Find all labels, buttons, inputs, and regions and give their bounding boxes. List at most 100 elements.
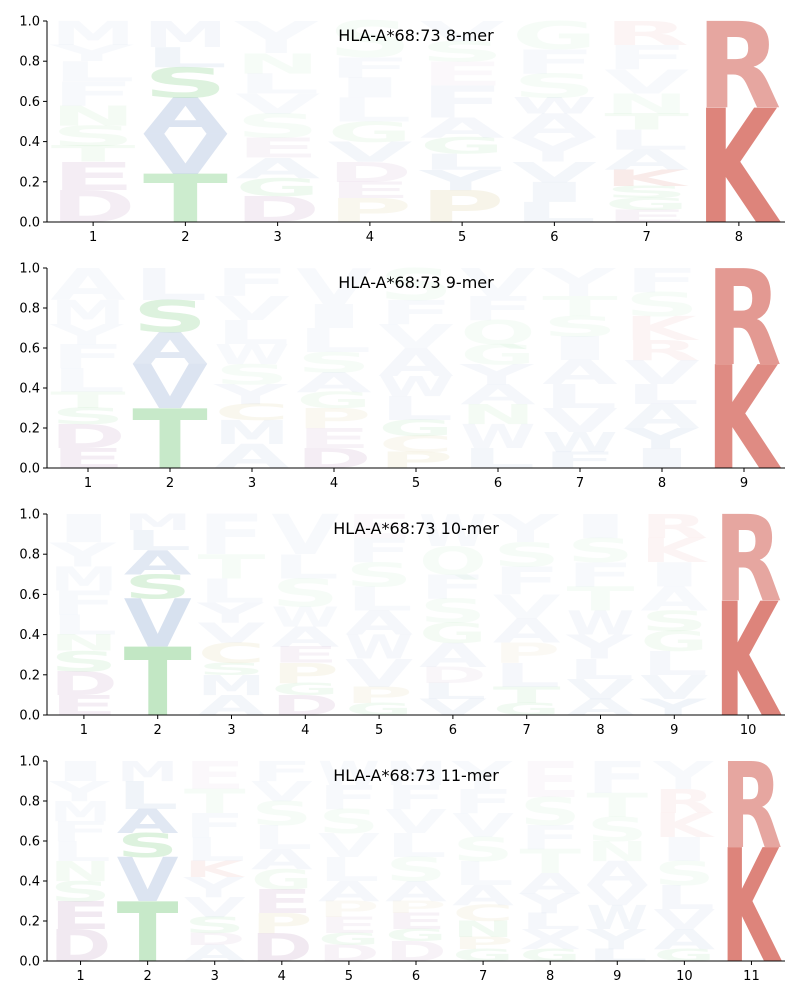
logo-letter-f: F bbox=[251, 756, 313, 788]
x-tick-label: 1 bbox=[80, 723, 88, 738]
y-tick-label: 0.6 bbox=[19, 835, 40, 850]
x-tick-label: 2 bbox=[143, 969, 151, 984]
logo-letter-d: D bbox=[50, 418, 125, 456]
logo-letter-k: K bbox=[706, 337, 781, 503]
logo-panel-2: EDSTLFYMATVASLAMCYSWLVFDEPGASLIVPCGLWAVF… bbox=[19, 243, 785, 503]
logo-letter-y: Y bbox=[196, 597, 265, 629]
x-tick-label: 3 bbox=[227, 723, 235, 738]
x-tick-label: 2 bbox=[166, 476, 174, 491]
logo-letter-f: F bbox=[50, 584, 118, 622]
logo-letter-q: Q bbox=[419, 539, 487, 584]
logo-letter-l: L bbox=[51, 56, 136, 88]
y-tick-label: 0.8 bbox=[19, 795, 40, 810]
logo-letter-m: M bbox=[124, 510, 192, 536]
logo-letter-a: A bbox=[345, 604, 413, 643]
logo-letter-g: G bbox=[296, 388, 371, 414]
logo-letter-f: F bbox=[493, 559, 561, 604]
logo-letter-l: L bbox=[604, 124, 689, 156]
x-tick-label: 6 bbox=[449, 723, 457, 738]
logo-letter-w: W bbox=[419, 505, 487, 557]
logo-letter-l: L bbox=[378, 390, 453, 428]
logo-letter-v: V bbox=[124, 586, 192, 663]
logo-letter-a: A bbox=[419, 636, 487, 675]
logo-letter-l: L bbox=[519, 909, 581, 935]
x-tick-label: 1 bbox=[84, 476, 92, 491]
x-tick-label: 7 bbox=[642, 230, 650, 245]
logo-letter-i: I bbox=[50, 507, 118, 552]
logo-letter-p: P bbox=[251, 908, 313, 940]
logo-letter-n: N bbox=[604, 88, 689, 120]
logo-letter-g: G bbox=[452, 946, 514, 965]
logo-letter-v: V bbox=[542, 402, 617, 440]
logo-letter-s: S bbox=[132, 291, 207, 342]
x-tick-label: 4 bbox=[366, 230, 374, 245]
x-tick-label: 9 bbox=[670, 723, 678, 738]
x-tick-label: 4 bbox=[301, 723, 309, 738]
logo-letter-a: A bbox=[117, 803, 179, 841]
logo-letter-l: L bbox=[214, 314, 289, 352]
logo-letter-a: A bbox=[542, 354, 617, 392]
logo-letter-s: S bbox=[318, 803, 380, 841]
logo-letter-a: A bbox=[640, 580, 708, 619]
x-tick-label: 10 bbox=[740, 723, 757, 738]
logo-letter-d: D bbox=[184, 930, 246, 949]
logo-letter-w: W bbox=[460, 417, 535, 456]
logo-letter-v: V bbox=[604, 63, 689, 101]
logo-letter-v: V bbox=[214, 290, 289, 328]
logo-letter-s: S bbox=[640, 606, 708, 638]
logo-letter-s: S bbox=[420, 36, 505, 68]
logo-letter-w: W bbox=[378, 371, 453, 403]
logo-letter-f: F bbox=[452, 783, 514, 821]
logo-letter-v: V bbox=[654, 904, 716, 936]
logo-letter-t: T bbox=[198, 548, 266, 586]
logo-panel-1: DETSNFLYMTVASLMDGAESVLNYPEDVGLIFSPYLGAFE… bbox=[19, 0, 785, 260]
logo-letter-y: Y bbox=[183, 872, 246, 904]
logo-letter-s: S bbox=[143, 59, 228, 107]
logo-letter-a: A bbox=[586, 855, 648, 893]
logo-letter-m: M bbox=[50, 560, 118, 599]
logo-letter-c: C bbox=[452, 901, 514, 926]
logo-letter-m: M bbox=[385, 755, 447, 793]
logo-letter-w: W bbox=[586, 898, 648, 937]
logo-letter-a: A bbox=[318, 876, 380, 908]
logo-letter-i: I bbox=[50, 756, 112, 788]
logo-letter-s: S bbox=[198, 659, 266, 678]
logo-column-10: KR bbox=[714, 490, 782, 752]
chart-title: HLA-A*68:73 8-mer bbox=[338, 26, 494, 45]
y-tick-label: 0.6 bbox=[19, 95, 40, 110]
logo-letter-n: N bbox=[50, 856, 112, 888]
x-tick-label: 6 bbox=[550, 230, 558, 245]
logo-letter-l: L bbox=[50, 362, 125, 400]
logo-letter-s: S bbox=[378, 259, 453, 310]
logo-letter-w: W bbox=[567, 604, 635, 643]
logo-letter-s: S bbox=[184, 913, 246, 939]
logo-letter-f: F bbox=[567, 556, 635, 594]
x-tick-label: 3 bbox=[273, 230, 281, 245]
y-tick-label: 1.0 bbox=[19, 15, 40, 30]
logo-letter-a: A bbox=[385, 876, 447, 908]
logo-letter-c: C bbox=[198, 638, 266, 670]
logo-letter-g: G bbox=[327, 116, 412, 148]
logo-letter-g: G bbox=[345, 700, 413, 719]
x-tick-label: 1 bbox=[89, 230, 97, 245]
logo-letter-f: F bbox=[385, 779, 447, 817]
x-tick-label: 7 bbox=[523, 723, 531, 738]
logo-letter-t: T bbox=[124, 628, 192, 737]
logo-letter-r: R bbox=[654, 783, 716, 821]
logo-letter-e: E bbox=[51, 154, 136, 199]
logo-letter-s: S bbox=[327, 12, 412, 70]
logo-letter-v: V bbox=[117, 845, 179, 916]
logo-letter-w: W bbox=[542, 427, 617, 459]
logo-letter-t: T bbox=[567, 580, 635, 618]
logo-letter-y: Y bbox=[49, 41, 134, 67]
logo-letter-g: G bbox=[419, 617, 487, 649]
y-tick-label: 1.0 bbox=[19, 755, 40, 770]
x-tick-label: 4 bbox=[330, 476, 338, 491]
